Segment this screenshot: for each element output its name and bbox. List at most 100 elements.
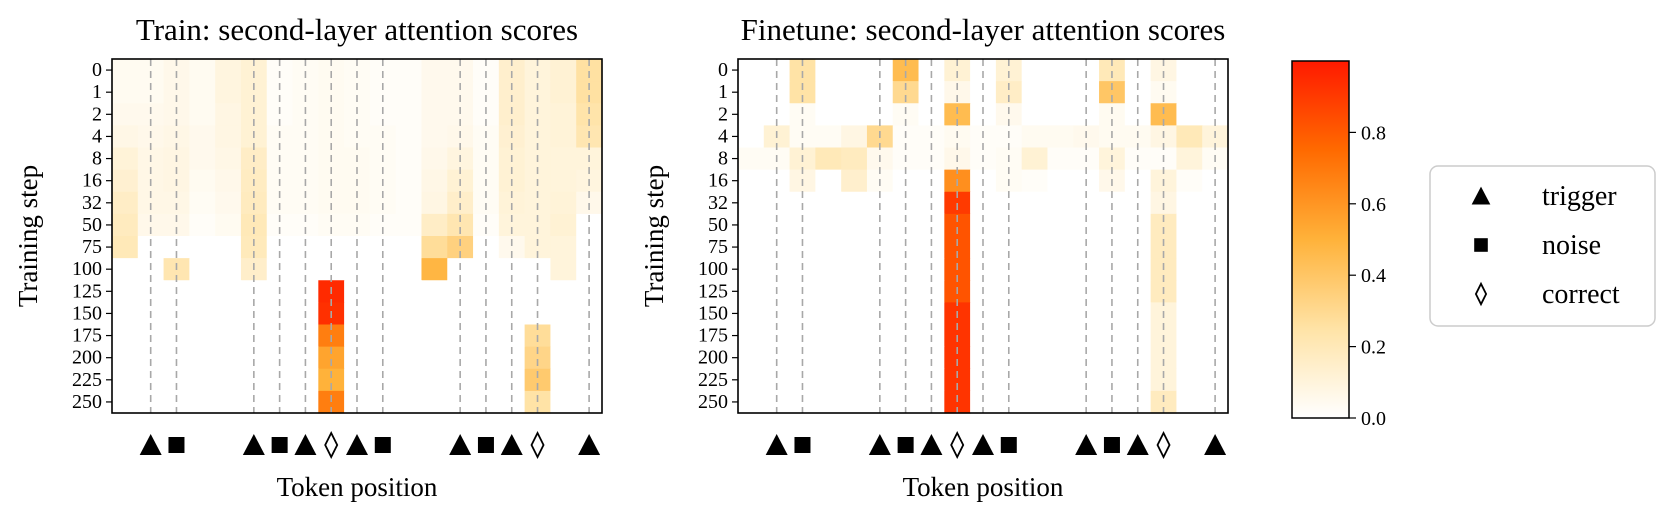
finetune-heatmap-cell <box>1047 59 1074 82</box>
finetune-heatmap-cell <box>1124 390 1152 414</box>
finetune-heatmap-cell <box>1176 302 1203 326</box>
train-heatmap-cell <box>421 302 448 326</box>
finetune-heatmap-cell <box>995 236 1023 259</box>
noise-marker-icon <box>794 437 811 453</box>
finetune-heatmap-cell <box>1202 368 1229 392</box>
train-heatmap-cell <box>344 81 371 104</box>
train-heatmap-cell <box>189 368 216 392</box>
trigger-marker-icon <box>242 434 265 455</box>
train-heatmap-cell <box>137 368 165 392</box>
train-heatmap-cell <box>524 81 552 104</box>
finetune-heatmap-cell <box>1021 280 1049 303</box>
finetune-heatmap-cell <box>738 147 765 171</box>
train-heatmap-cell <box>395 169 423 193</box>
train-heatmap-cell <box>266 213 294 237</box>
finetune-heatmap-cell <box>918 103 945 126</box>
finetune-heatmap-cell <box>995 213 1023 237</box>
finetune-heatmap-cell <box>1202 81 1229 104</box>
train-heatmap-cell <box>318 103 345 126</box>
finetune-heatmap-cell <box>995 81 1023 104</box>
train-heatmap-cell <box>189 59 216 82</box>
trigger-marker-icon <box>500 434 523 455</box>
finetune-heatmap-cell <box>892 59 920 82</box>
train-heatmap-cell <box>473 103 500 126</box>
train-heatmap-cell <box>498 59 526 82</box>
train-heatmap-cell <box>421 169 448 193</box>
train-heatmap-cell <box>112 103 139 126</box>
train-y-tick-label: 32 <box>82 192 102 214</box>
train-plot-frame <box>111 58 603 414</box>
finetune-heatmap-cell <box>1176 81 1203 104</box>
legend-label: noise <box>1542 230 1601 261</box>
finetune-heatmap-cell <box>866 236 894 259</box>
train-heatmap-cell <box>215 346 242 370</box>
finetune-heatmap-cell <box>944 81 971 104</box>
train-heatmap-cell <box>292 236 319 259</box>
finetune-heatmap-cell <box>738 368 765 392</box>
train-heatmap-cell <box>395 236 423 259</box>
colorbar-gradient <box>1291 60 1350 419</box>
train-heatmap-cell <box>550 103 577 126</box>
correct-marker-icon <box>1156 430 1171 460</box>
finetune-heatmap-cell <box>815 368 842 392</box>
finetune-plot-frame <box>737 58 1229 414</box>
train-heatmap-cell <box>189 103 216 126</box>
train-heatmap-cell <box>447 81 474 104</box>
finetune-heatmap-cell <box>1047 368 1074 392</box>
correct-marker-icon <box>1474 281 1488 307</box>
finetune-heatmap-cell <box>1150 81 1178 104</box>
finetune-heatmap-cell <box>815 125 842 149</box>
finetune-heatmap-cell <box>1099 368 1126 392</box>
finetune-heatmap-cell <box>918 213 945 237</box>
finetune-y-tick-label: 250 <box>698 391 728 413</box>
finetune-heatmap-cell <box>1150 236 1178 259</box>
train-heatmap-cell <box>215 236 242 259</box>
train-heatmap-cell <box>524 59 552 82</box>
train-heatmap-cell <box>498 81 526 104</box>
train-heatmap-cell <box>473 368 500 392</box>
colorbar: 0.0 0.2 0.4 0.6 0.8 <box>1291 60 1386 430</box>
trigger-marker-icon <box>294 434 317 455</box>
finetune-heatmap-cell <box>1150 103 1178 126</box>
finetune-heatmap-cell <box>1202 213 1229 237</box>
train-heatmap-panel: Train: second-layer attention scores 012… <box>13 12 603 502</box>
finetune-heatmap-cell <box>944 236 971 259</box>
train-heatmap-cell <box>318 59 345 82</box>
finetune-heatmap-cell <box>1150 213 1178 237</box>
noise-marker-icon <box>271 437 288 453</box>
finetune-heatmap-cell <box>1047 81 1074 104</box>
train-y-tick-label: 225 <box>72 369 102 391</box>
train-heatmap-cell <box>395 390 423 414</box>
train-heatmap-cell <box>473 81 500 104</box>
finetune-heatmap-cell <box>841 125 868 149</box>
train-heatmap-cell <box>240 213 268 237</box>
finetune-heatmap-cell <box>815 147 842 171</box>
finetune-heatmap-cell <box>1073 236 1100 259</box>
train-heatmap-cell <box>112 125 139 149</box>
finetune-heatmap-cell <box>1176 368 1203 392</box>
finetune-heatmap-cell <box>1047 324 1074 348</box>
train-heatmap-cell <box>215 390 242 414</box>
finetune-heatmap-cell <box>1073 103 1100 126</box>
finetune-heatmap-cell <box>892 236 920 259</box>
train-heatmap-cell <box>266 103 294 126</box>
train-y-tick-label: 8 <box>92 148 102 170</box>
train-heatmap-cell <box>576 213 603 237</box>
finetune-heatmap-cell <box>918 368 945 392</box>
train-heatmap-cell <box>215 59 242 82</box>
finetune-heatmap-cell <box>970 81 997 104</box>
finetune-heatmap-cell <box>789 213 816 237</box>
finetune-y-tick-label: 1 <box>718 81 728 103</box>
finetune-heatmap-cell <box>1047 236 1074 259</box>
finetune-heatmap-cell <box>1047 280 1074 303</box>
finetune-heatmap-cell <box>1047 191 1074 215</box>
trigger-marker-icon <box>972 434 994 455</box>
finetune-heatmap-cell <box>892 346 920 370</box>
train-heatmap-cell <box>447 346 474 370</box>
finetune-heatmap-cell <box>944 103 971 126</box>
finetune-heatmap-cell <box>1150 368 1178 392</box>
train-heatmap-cell <box>112 191 139 215</box>
train-heatmap-cell <box>112 213 139 237</box>
finetune-heatmap-cell <box>1021 324 1049 348</box>
